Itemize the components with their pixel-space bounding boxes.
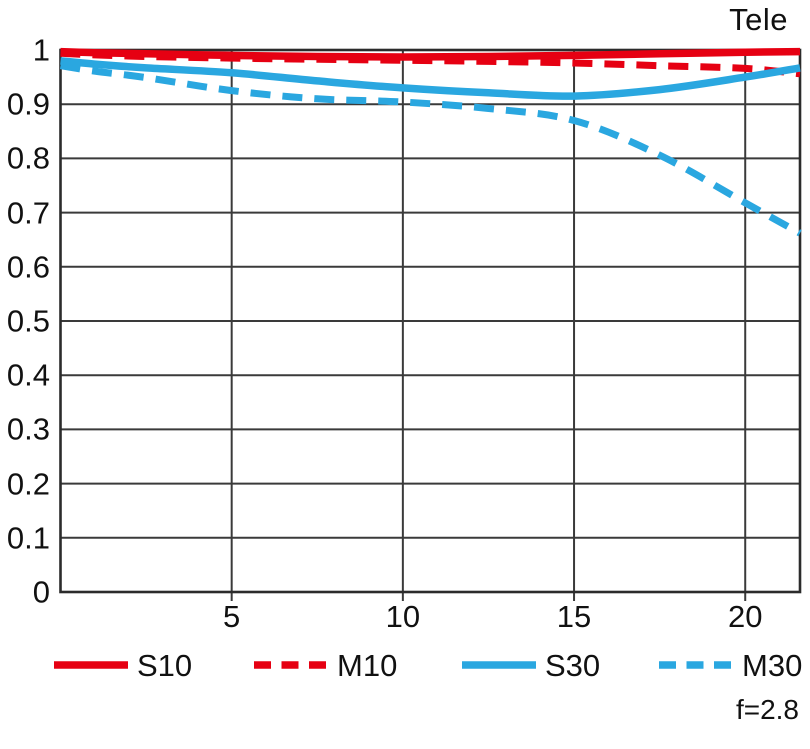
legend-item-m30: M30 bbox=[659, 646, 802, 684]
legend-label: M30 bbox=[742, 647, 803, 683]
legend-item-s10: S10 bbox=[54, 646, 192, 684]
y-axis-label: 0.6 bbox=[6, 249, 50, 285]
legend-label: M10 bbox=[337, 647, 398, 683]
curve-S30 bbox=[60, 57, 801, 100]
legend-item-m10: M10 bbox=[254, 646, 397, 684]
y-axis-label: 0 bbox=[32, 574, 50, 610]
x-axis-label: 5 bbox=[223, 599, 241, 634]
curve-S10 bbox=[60, 47, 801, 61]
legend-item-s30: S30 bbox=[462, 646, 600, 684]
legend-swatch-m30-line-icon bbox=[659, 661, 733, 669]
legend-label: S30 bbox=[545, 647, 601, 683]
y-axis-label: 0.1 bbox=[6, 520, 50, 556]
y-axis-label: 0.4 bbox=[6, 357, 50, 393]
y-axis-label: 0.2 bbox=[6, 466, 50, 502]
y-axis-label: 0.9 bbox=[6, 86, 50, 122]
legend-label: S10 bbox=[137, 647, 193, 683]
legend-swatch-s30-line-icon bbox=[462, 661, 536, 669]
y-axis-label: 0.5 bbox=[6, 303, 50, 339]
plot-border bbox=[59, 48, 802, 594]
legend-swatch-m10-line-icon bbox=[254, 661, 328, 669]
x-axis-label: 10 bbox=[385, 599, 421, 634]
y-axis-label: 1 bbox=[32, 32, 50, 68]
x-axis-label: 20 bbox=[727, 599, 763, 634]
legend-swatch-s10-line-icon bbox=[54, 661, 128, 669]
y-axis-label: 0.7 bbox=[6, 195, 50, 231]
aperture-label: f=2.8 bbox=[735, 694, 799, 725]
x-axis-label: 15 bbox=[556, 599, 592, 634]
chart-title: Tele bbox=[729, 2, 788, 37]
y-axis-label: 0.3 bbox=[6, 411, 50, 447]
y-axis-label: 0.8 bbox=[6, 140, 50, 176]
curve-M10 bbox=[60, 49, 801, 78]
